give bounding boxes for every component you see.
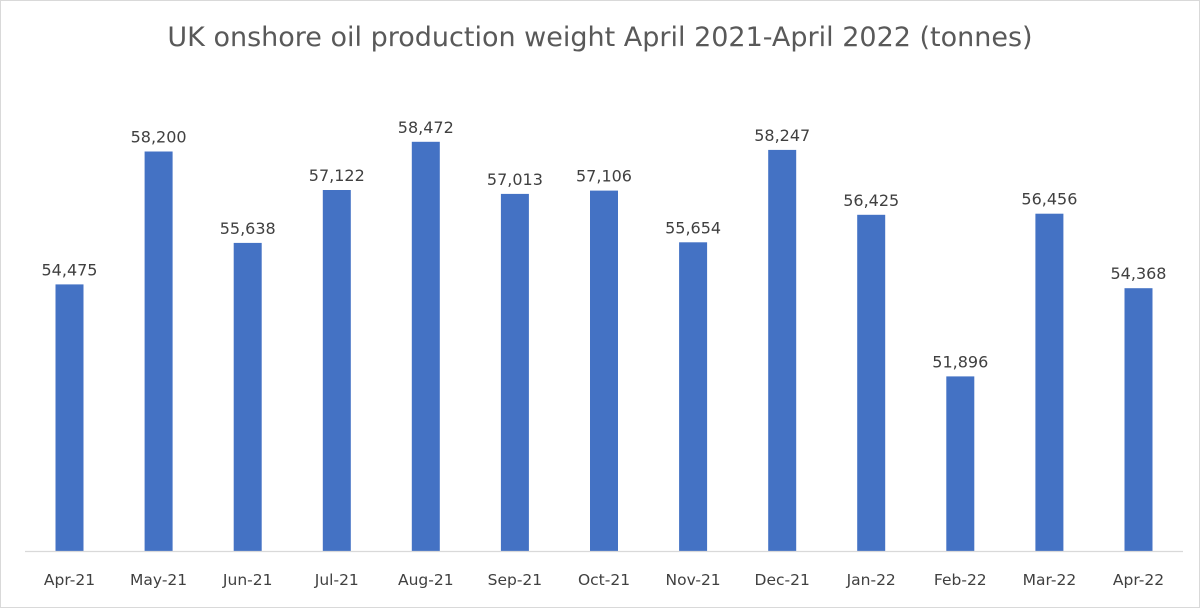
bar-dec-21 <box>768 149 797 551</box>
bar-feb-22 <box>946 376 975 551</box>
x-tick-label-nov-21: Nov-21 <box>666 571 721 589</box>
x-tick-label-jan-22: Jan-22 <box>846 571 896 589</box>
data-label-nov-21: 55,654 <box>665 218 721 237</box>
x-tick-label-aug-21: Aug-21 <box>398 571 454 589</box>
data-label-apr-21: 54,475 <box>42 260 98 279</box>
data-label-may-21: 58,200 <box>131 128 187 147</box>
x-tick-label-feb-22: Feb-22 <box>934 571 987 589</box>
bar-nov-21 <box>679 242 708 552</box>
x-tick-label-dec-21: Dec-21 <box>755 571 810 589</box>
bar-jun-21 <box>233 242 262 551</box>
data-label-mar-22: 56,456 <box>1021 190 1077 209</box>
data-label-sep-21: 57,013 <box>487 170 543 189</box>
bar-apr-22 <box>1124 288 1153 551</box>
x-tick-label-jul-21: Jul-21 <box>314 571 359 589</box>
data-label-jul-21: 57,122 <box>309 166 365 185</box>
data-label-apr-22: 54,368 <box>1111 264 1167 283</box>
bar-sep-21 <box>500 193 529 551</box>
x-tick-label-jun-21: Jun-21 <box>222 571 273 589</box>
data-label-oct-21: 57,106 <box>576 167 632 186</box>
data-label-jan-22: 56,425 <box>843 191 899 210</box>
bar-oct-21 <box>590 190 618 551</box>
bar-mar-22 <box>1035 213 1064 551</box>
bar-may-21 <box>144 151 173 551</box>
data-label-jun-21: 55,638 <box>220 219 276 238</box>
data-label-dec-21: 58,247 <box>754 126 810 145</box>
bar-jul-21 <box>322 190 351 551</box>
x-tick-label-oct-21: Oct-21 <box>578 571 630 589</box>
bar-aug-21 <box>411 141 440 552</box>
x-tick-label-mar-22: Mar-22 <box>1023 571 1077 589</box>
bar-apr-21 <box>55 284 84 551</box>
x-tick-label-apr-22: Apr-22 <box>1113 571 1164 589</box>
x-tick-label-sep-21: Sep-21 <box>488 571 543 589</box>
data-label-aug-21: 58,472 <box>398 118 454 137</box>
bar-jan-22 <box>857 214 886 552</box>
chart-title: UK onshore oil production weight April 2… <box>167 22 1033 53</box>
data-label-feb-22: 51,896 <box>932 352 988 371</box>
x-tick-label-may-21: May-21 <box>130 571 187 589</box>
x-tick-label-apr-21: Apr-21 <box>44 571 95 589</box>
